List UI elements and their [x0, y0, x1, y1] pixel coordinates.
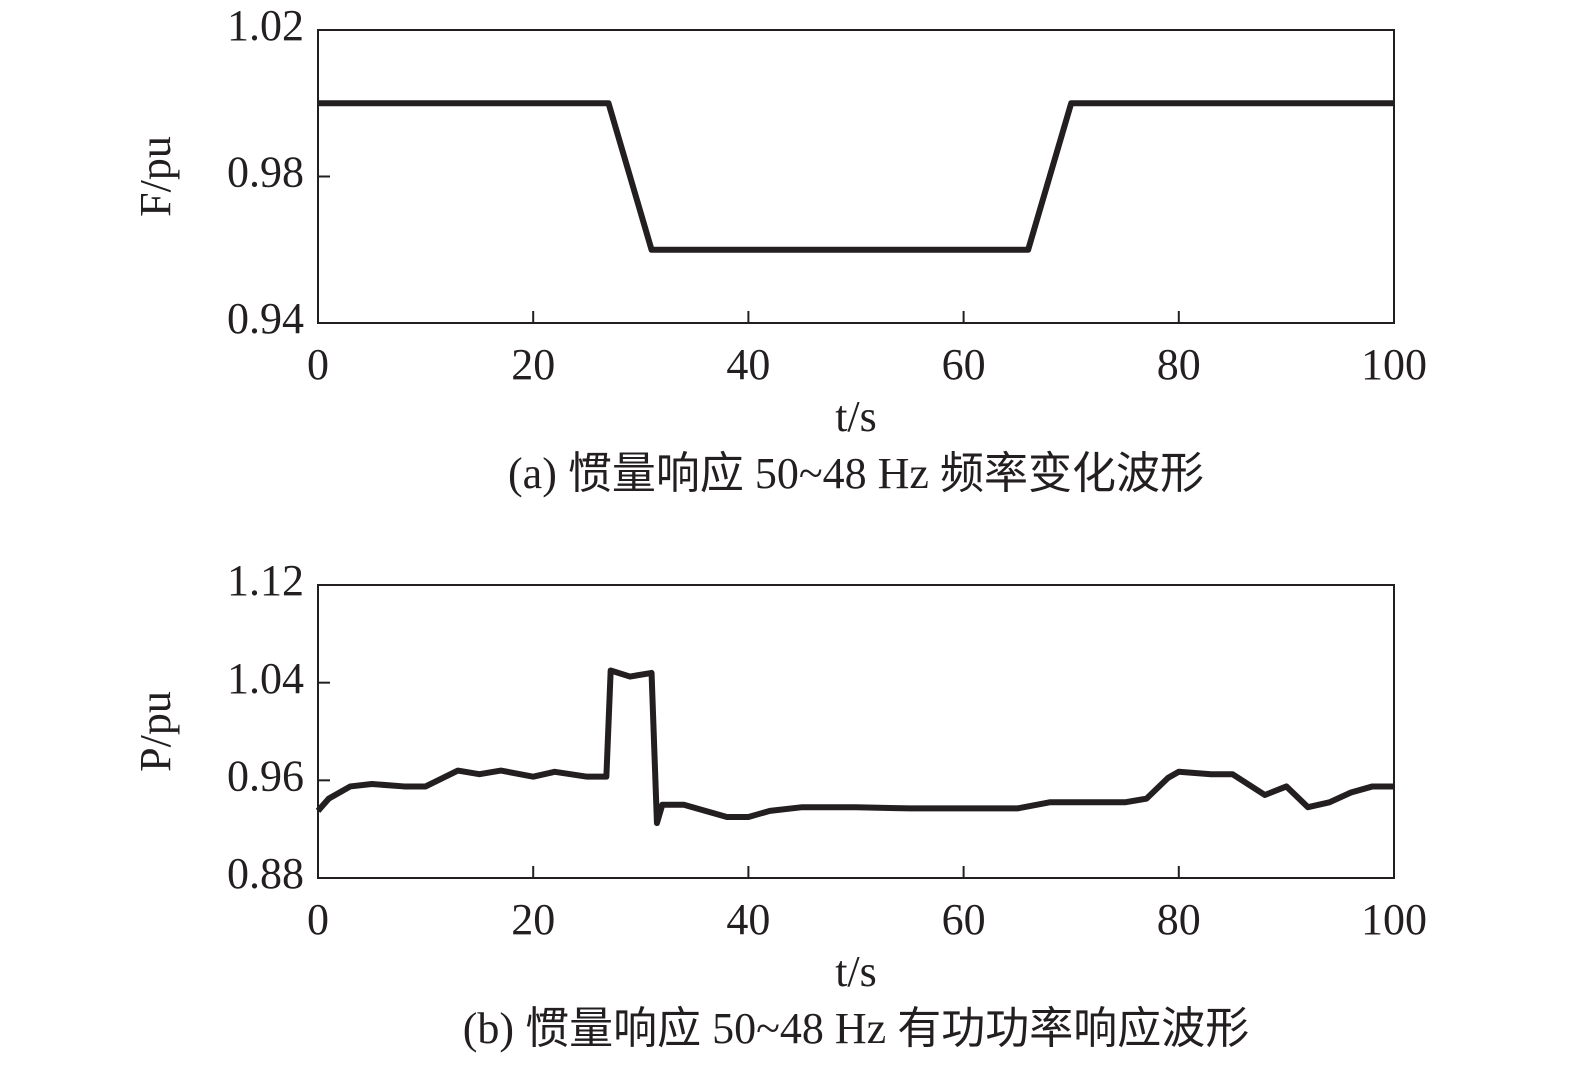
- x-tick-label: 0: [307, 340, 329, 389]
- x-tick-label: 20: [511, 340, 555, 389]
- x-tick-label: 20: [511, 895, 555, 944]
- x-tick-label: 60: [942, 895, 986, 944]
- y-tick-label: 0.96: [227, 751, 304, 800]
- x-tick-label: 100: [1361, 895, 1427, 944]
- y-tick-label: 1.04: [227, 654, 304, 703]
- y-tick-label: 0.88: [227, 849, 304, 898]
- x-axis-label: t/s: [835, 392, 877, 441]
- data-line: [318, 100, 1394, 253]
- y-tick-label: 0.94: [227, 294, 304, 343]
- x-tick-label: 60: [942, 340, 986, 389]
- data-line: [315, 667, 1394, 827]
- caption: (b) 惯量响应 50~48 Hz 有功功率响应波形: [463, 1004, 1249, 1053]
- x-tick-label: 0: [307, 895, 329, 944]
- y-tick-label: 1.12: [227, 556, 304, 605]
- x-tick-label: 100: [1361, 340, 1427, 389]
- x-tick-label: 80: [1157, 340, 1201, 389]
- plot-frame: [317, 29, 1395, 324]
- caption: (a) 惯量响应 50~48 Hz 频率变化波形: [508, 449, 1204, 498]
- y-tick-label: 0.98: [227, 148, 304, 197]
- y-axis-label: P/pu: [131, 691, 180, 772]
- x-axis-label: t/s: [835, 947, 877, 996]
- x-tick-label: 80: [1157, 895, 1201, 944]
- plot-frame: [317, 584, 1395, 879]
- y-tick-label: 1.02: [227, 1, 304, 50]
- x-tick-label: 40: [726, 895, 770, 944]
- x-tick-label: 40: [726, 340, 770, 389]
- y-axis-label: F/pu: [131, 136, 180, 217]
